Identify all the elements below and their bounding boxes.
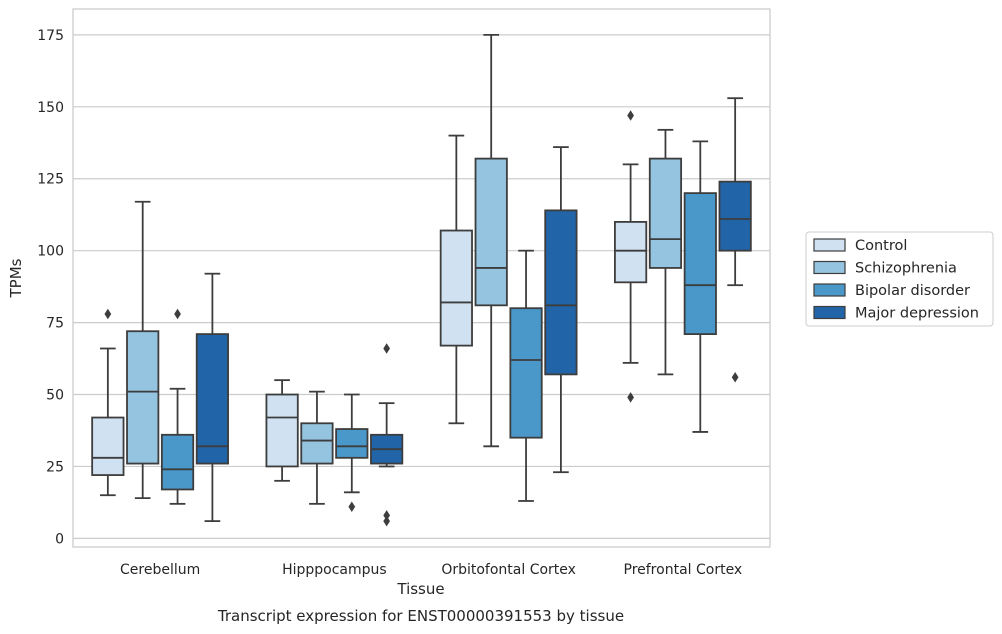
box <box>718 97 752 383</box>
y-tick-label: 175 <box>37 28 64 44</box>
outlier-point <box>731 372 739 383</box>
outlier-point <box>383 515 391 527</box>
box <box>544 146 578 474</box>
chart-caption: Transcript expression for ENST0000039155… <box>217 607 624 625</box>
y-tick-label: 100 <box>37 244 64 260</box>
x-axis-ticks: Cerebellum Hipppocampus Orbitofontal Corte… <box>120 562 742 578</box>
box <box>370 343 404 527</box>
legend-frame <box>805 231 994 327</box>
outlier-point <box>104 308 112 320</box>
y-tick-label: 75 <box>46 316 64 332</box>
box <box>300 390 334 505</box>
legend-swatch <box>813 238 846 252</box>
box <box>265 379 299 482</box>
y-tick-label: 25 <box>46 459 64 475</box>
x-tick-label: Hipppocampus <box>282 562 387 578</box>
box-body <box>648 157 683 269</box>
outlier-point <box>627 392 634 403</box>
outlier-point <box>348 501 356 512</box>
legend-swatch <box>813 283 846 297</box>
outlier-point <box>383 343 391 354</box>
y-tick-label: 125 <box>37 172 64 188</box>
x-tick-label: Orbitofontal Cortex <box>441 562 576 578</box>
box-body <box>91 416 125 476</box>
box-body <box>509 307 543 439</box>
box-body <box>614 220 648 284</box>
outlier-point <box>383 510 391 521</box>
y-axis-title: TPMs <box>7 258 25 298</box>
box-plots <box>91 33 752 527</box>
x-tick-label: Prefrontal Cortex <box>624 562 743 578</box>
box-body <box>160 433 195 491</box>
box <box>474 33 508 448</box>
y-tick-label: 150 <box>37 100 64 116</box>
box-body <box>683 192 717 336</box>
legend-label: Major depression <box>855 306 979 322</box>
legend: Control Schizophrenia Bipolar disorder Majo… <box>805 231 994 327</box>
box <box>614 110 648 403</box>
box <box>195 272 229 523</box>
box <box>648 128 683 376</box>
y-tick-label: 0 <box>55 531 64 547</box>
legend-label: Control <box>855 238 907 254</box>
box <box>683 140 717 433</box>
box <box>509 249 543 502</box>
box <box>335 393 369 512</box>
outlier-point <box>174 308 181 320</box>
x-tick-label: Cerebellum <box>120 562 200 578</box>
legend-swatch <box>813 260 846 275</box>
box-body <box>439 229 473 347</box>
box <box>126 200 160 499</box>
legend-label: Bipolar disorder <box>855 283 970 299</box>
x-axis-title: Tissue <box>396 580 444 598</box>
box-body <box>126 330 160 465</box>
box <box>160 308 195 505</box>
box-body <box>474 157 508 307</box>
box-body <box>265 393 299 468</box>
y-axis-ticks: 0 25 50 75 100 125 150 175 <box>37 28 64 547</box>
y-tick-label: 50 <box>46 388 64 404</box>
box-body <box>544 209 578 376</box>
box <box>439 134 473 425</box>
box-body <box>718 180 752 252</box>
legend-swatch <box>813 305 846 320</box>
box-body <box>195 333 229 465</box>
outlier-point <box>627 110 634 121</box>
plot-area-frame <box>72 8 771 548</box>
legend-label: Schizophrenia <box>855 261 957 277</box>
box-body <box>335 428 369 459</box>
box <box>91 308 125 497</box>
box-body <box>300 422 334 465</box>
